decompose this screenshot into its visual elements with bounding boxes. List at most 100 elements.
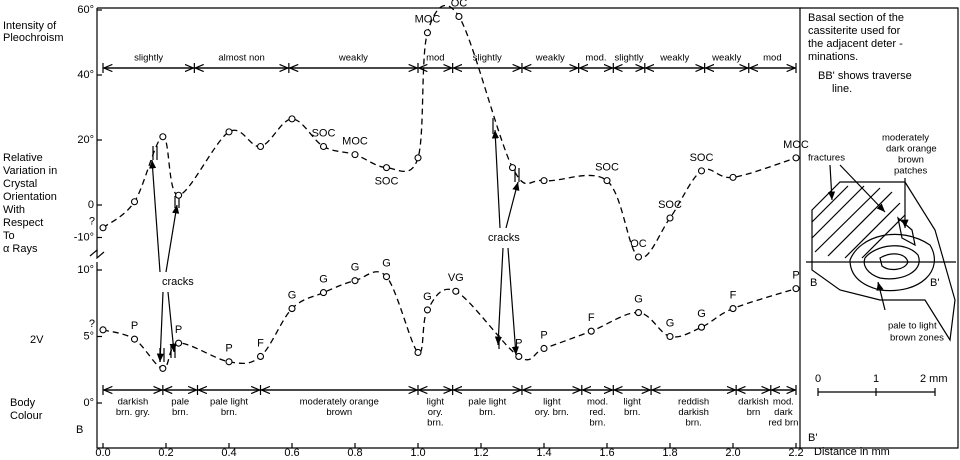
band-label: mod. (773, 397, 794, 408)
x-tick-label: 0.6 (284, 447, 299, 459)
band-label: brn. (589, 418, 605, 429)
scale-label: 1 (873, 373, 879, 385)
axis-title: Relative (3, 152, 43, 164)
point-label: MOC (342, 136, 368, 148)
band-label: ory. brn. (535, 407, 569, 418)
band-label: brn. (221, 407, 237, 418)
inset-label: B' (808, 432, 817, 444)
data-point (453, 288, 459, 294)
data-point (415, 155, 421, 161)
data-point (100, 225, 106, 231)
inset-text: brown (898, 155, 924, 166)
inset-text: brown zones (890, 333, 944, 344)
x-tick-label: 1.6 (599, 447, 614, 459)
data-point (424, 30, 430, 36)
data-point (160, 365, 166, 371)
y-tick-label: -10° (74, 231, 94, 243)
data-point (289, 306, 295, 312)
inset-text: patches (894, 166, 928, 177)
data-point (730, 306, 736, 312)
x-tick-label: 0.4 (221, 447, 236, 459)
data-line (103, 5, 796, 257)
y-tick-label: 40° (77, 69, 94, 81)
x-tick-label: 0.8 (347, 447, 362, 459)
data-point (516, 353, 522, 359)
x-tick-label: 0.2 (158, 447, 173, 459)
point-label: G (634, 293, 643, 305)
point-label: P (131, 320, 138, 332)
x-tick-label: 2.0 (725, 447, 740, 459)
data-point (456, 14, 462, 20)
x-tick-label: 2.2 (788, 447, 803, 459)
y-tick-label: 60° (77, 4, 94, 16)
point-label: F (257, 337, 264, 349)
data-point (541, 345, 547, 351)
point-label: SOC (658, 199, 682, 211)
inset: Basal section of the cassiterite used fo… (806, 12, 956, 444)
band-label: red. (589, 407, 605, 418)
point-label: SOC (375, 176, 399, 188)
inset-text: line. (832, 83, 852, 95)
point-label: MOC (415, 14, 441, 26)
data-point (352, 278, 358, 284)
axis-title: Pleochroism (3, 32, 64, 44)
axis-title: Respect (3, 217, 43, 229)
band-label: brn. (624, 407, 640, 418)
point-label: G (666, 317, 675, 329)
x-axis-title: Distance in mm (814, 446, 890, 458)
data-point (176, 340, 182, 346)
data-point (636, 254, 642, 260)
inset-text: Basal section of the (808, 12, 904, 24)
band-label: darkish (678, 407, 709, 418)
data-point (132, 336, 138, 342)
band-label: dark (774, 407, 793, 418)
band-label: mod. (585, 53, 606, 64)
annotation-text: cracks (162, 276, 194, 288)
data-point (384, 274, 390, 280)
data-point (793, 155, 799, 161)
x-tick-label: 1.2 (473, 447, 488, 459)
axis-title: Intensity of (3, 20, 57, 32)
origin-label: B (76, 424, 83, 436)
band-label: brn. gry. (116, 407, 150, 418)
data-point (226, 359, 232, 365)
point-label: ? (89, 216, 95, 228)
band-label: darkish (118, 397, 149, 408)
band-label: weakly (338, 53, 368, 64)
inset-text: the adjacent deter - (808, 38, 903, 50)
y2-tick-label: 0° (83, 397, 94, 409)
band-label: brn. (427, 418, 443, 429)
data-point (321, 290, 327, 296)
data-point (793, 286, 799, 292)
band-label: brn. (479, 407, 495, 418)
band-label: weakly (711, 53, 741, 64)
inset-text: pale to light (888, 321, 937, 332)
y2-tick-label: 5° (83, 330, 94, 342)
point-label: P (175, 324, 182, 336)
data-point (699, 168, 705, 174)
x-tick-label: 1.8 (662, 447, 677, 459)
point-label: G (697, 308, 706, 320)
point-label: ? (89, 318, 95, 330)
data-point (415, 349, 421, 355)
point-label: G (319, 274, 328, 286)
y-tick-label: 0 (88, 199, 94, 211)
x-tick-label: 1.0 (410, 447, 425, 459)
data-line (103, 272, 796, 369)
band-label: mod (426, 53, 444, 64)
point-label: G (382, 258, 391, 270)
band-label: mod. (587, 397, 608, 408)
data-point (604, 178, 610, 184)
axis-title: With (3, 204, 25, 216)
inset-label: B' (930, 277, 939, 289)
inset-text: BB' shows traverse (818, 70, 912, 82)
data-point (321, 144, 327, 150)
point-label: P (540, 329, 547, 341)
axis-title: α Rays (3, 243, 38, 255)
band-label: slightly (615, 53, 644, 64)
point-label: G (423, 291, 432, 303)
band-label: reddish (678, 397, 709, 408)
data-point (510, 165, 516, 171)
axis-title: Body (10, 397, 36, 409)
annotation: cracks cracks (152, 118, 520, 362)
